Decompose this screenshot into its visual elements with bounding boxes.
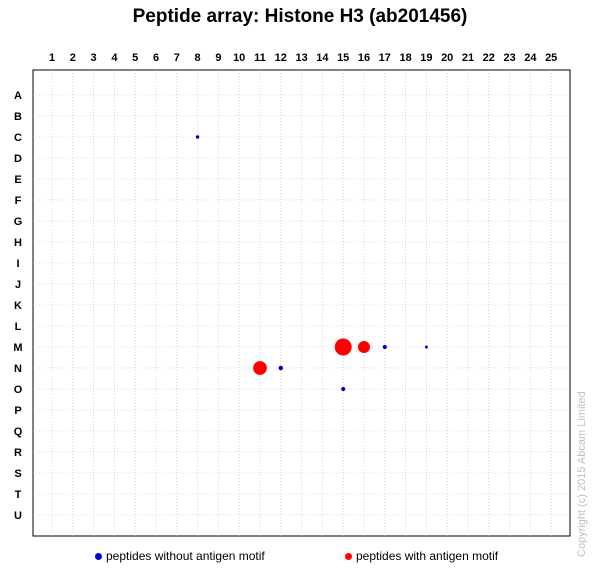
column-labels: 1 2 3 4 5 6 7 8 9 10 11 12 13 14 15 16 17 18 19 20 21 22 23 24 2… — [49, 52, 557, 64]
spot-M17 — [382, 344, 387, 350]
spot-M19 — [424, 345, 428, 349]
legend-label-without-motif: peptides without antigen motif — [106, 549, 265, 563]
row-label-M: M — [13, 342, 22, 354]
row-label-Q: Q — [14, 426, 23, 438]
spot-N11 — [253, 361, 267, 375]
column-label-8: 8 — [195, 52, 201, 64]
row-label-T: T — [15, 489, 22, 501]
column-label-4: 4 — [111, 52, 118, 64]
red-dot-icon — [345, 552, 352, 560]
column-label-10: 10 — [233, 52, 245, 64]
column-label-15: 15 — [337, 52, 349, 64]
legend-item-with-motif: peptides with antigen motif — [345, 549, 498, 563]
column-label-22: 22 — [483, 52, 495, 64]
column-label-17: 17 — [379, 52, 391, 64]
column-label-11: 11 — [254, 52, 266, 64]
spot-C8 — [195, 135, 200, 139]
column-label-14: 14 — [316, 52, 329, 64]
column-label-7: 7 — [174, 52, 180, 64]
column-label-24: 24 — [524, 52, 537, 64]
spot-O15 — [341, 386, 346, 392]
column-label-19: 19 — [420, 52, 432, 64]
column-label-23: 23 — [503, 52, 515, 64]
row-label-C: C — [14, 132, 22, 144]
legend-item-without-motif: peptides without antigen motif — [95, 549, 265, 563]
column-label-18: 18 — [399, 52, 411, 64]
row-label-I: I — [16, 258, 19, 270]
row-label-S: S — [14, 468, 21, 480]
spot-M15 — [334, 338, 352, 356]
column-label-20: 20 — [441, 52, 453, 64]
row-label-P: P — [14, 405, 21, 417]
row-label-J: J — [15, 279, 21, 291]
row-label-D: D — [14, 153, 22, 165]
blue-dot-icon — [95, 552, 102, 560]
column-label-1: 1 — [49, 52, 55, 64]
column-label-6: 6 — [153, 52, 159, 64]
row-label-K: K — [14, 300, 22, 312]
row-label-U: U — [14, 510, 22, 522]
row-label-F: F — [15, 195, 22, 207]
row-label-B: B — [14, 111, 22, 123]
column-label-9: 9 — [215, 52, 221, 64]
row-label-O: O — [14, 384, 23, 396]
row-label-E: E — [14, 174, 21, 186]
column-label-2: 2 — [70, 52, 76, 64]
legend-label-with-motif: peptides with antigen motif — [356, 549, 499, 563]
column-label-13: 13 — [295, 52, 307, 64]
row-label-L: L — [15, 321, 22, 333]
row-label-N: N — [14, 363, 22, 375]
row-label-G: G — [14, 216, 23, 228]
row-label-A: A — [14, 90, 22, 102]
row-label-R: R — [14, 447, 22, 459]
column-label-12: 12 — [275, 52, 287, 64]
copyright-notice: Copyright (c) 2015 Abcam Limited — [576, 391, 588, 557]
row-label-H: H — [14, 237, 22, 249]
spot-N12 — [278, 365, 284, 371]
grid-lines — [33, 70, 570, 536]
column-label-25: 25 — [545, 52, 557, 64]
column-label-5: 5 — [132, 52, 138, 64]
column-label-16: 16 — [358, 52, 370, 64]
chart-title: Peptide array: Histone H3 (ab201456) — [132, 6, 468, 27]
data-points — [195, 135, 428, 392]
column-label-3: 3 — [91, 52, 97, 64]
column-label-21: 21 — [462, 52, 474, 64]
spot-M16 — [357, 340, 371, 354]
